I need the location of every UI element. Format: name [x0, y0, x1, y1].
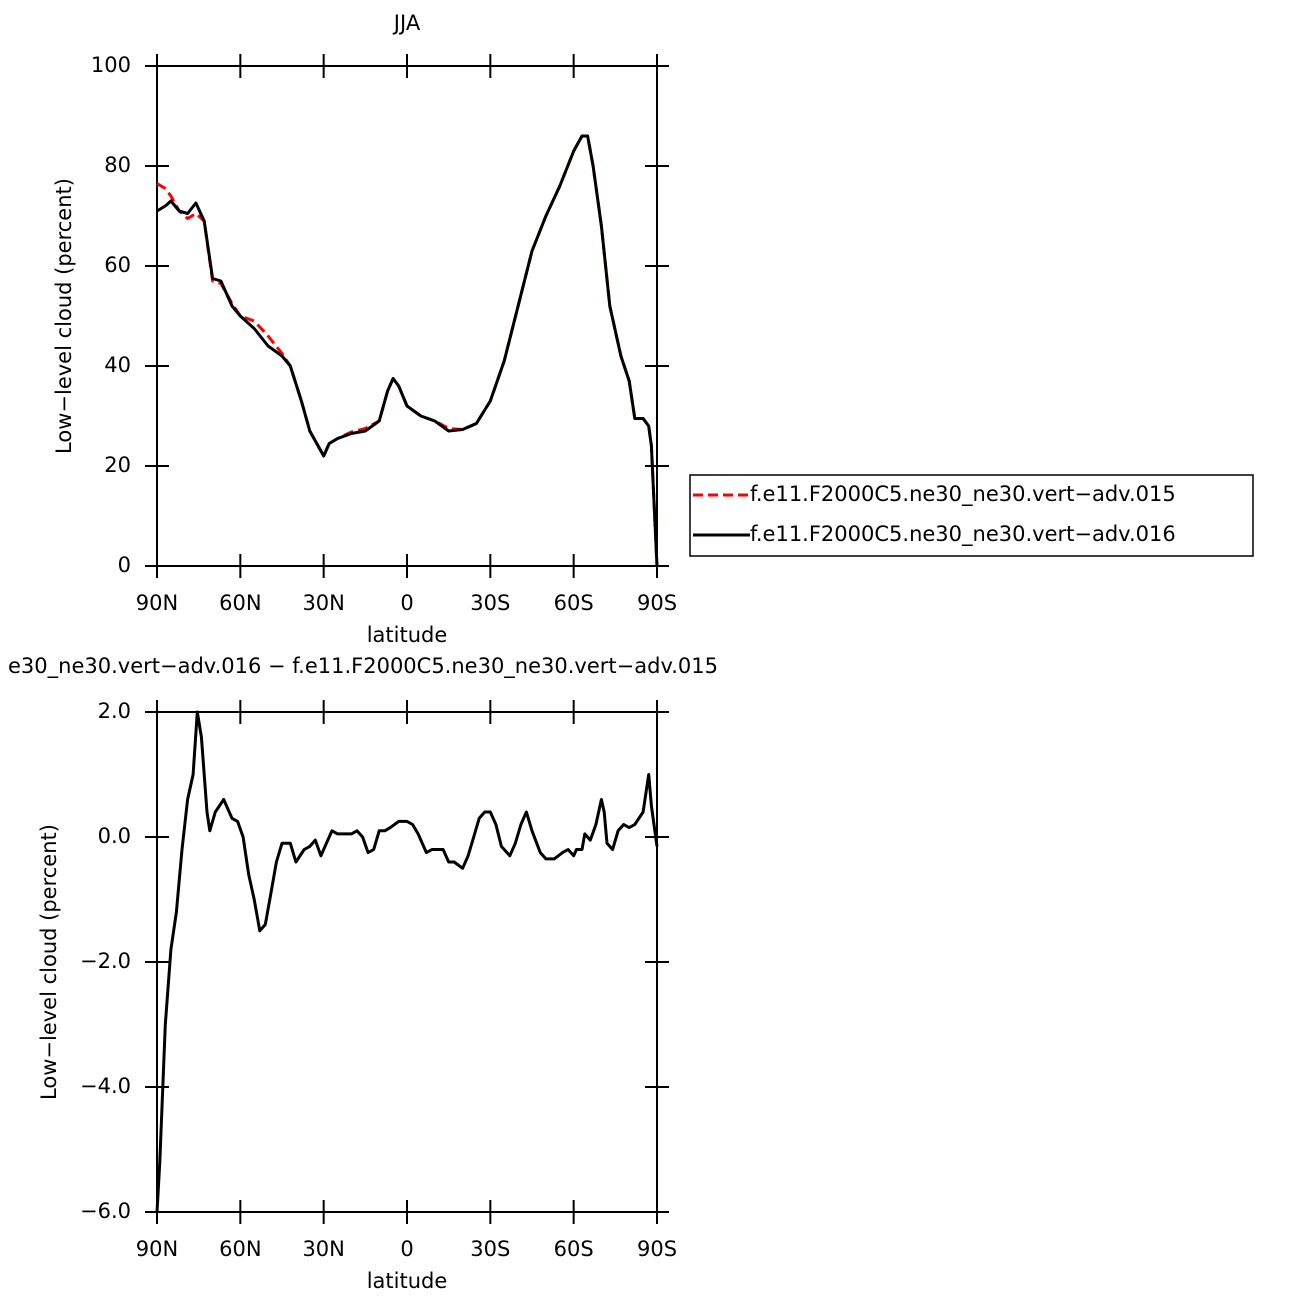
y-tick-label: 100	[91, 53, 131, 77]
x-tick-label: 90S	[637, 591, 677, 615]
y-tick-label: −4.0	[80, 1074, 131, 1098]
y-tick-label: 40	[104, 353, 131, 377]
plot-frame	[156, 65, 658, 567]
y-axis-label: Low−level cloud (percent)	[37, 824, 61, 1100]
x-tick-label: 30S	[470, 1237, 510, 1261]
legend-label: f.e11.F2000C5.ne30_ne30.vert−adv.016	[750, 522, 1176, 547]
x-tick-label: 30S	[470, 591, 510, 615]
plot-frame	[156, 711, 658, 1213]
x-tick-label: 60N	[219, 591, 261, 615]
y-tick-label: −6.0	[80, 1199, 131, 1223]
x-tick-label: 60S	[554, 1237, 594, 1261]
y-tick-label: 0.0	[98, 824, 131, 848]
y-tick-label: 0	[118, 553, 131, 577]
data-line	[156, 134, 659, 567]
data-line	[155, 710, 659, 1213]
chart-title: JJA	[392, 11, 421, 35]
x-tick-label: 0	[400, 591, 413, 615]
y-tick-label: 20	[104, 453, 131, 477]
x-tick-label: 60N	[219, 1237, 261, 1261]
x-tick-label: 60S	[554, 591, 594, 615]
legend-box	[689, 474, 1254, 557]
chart-title: e30_ne30.vert−adv.016 − f.e11.F2000C5.ne…	[8, 654, 718, 679]
x-tick-label: 90N	[136, 1237, 178, 1261]
legend-label: f.e11.F2000C5.ne30_ne30.vert−adv.015	[750, 482, 1176, 507]
data-line	[156, 134, 659, 567]
x-axis-label: latitude	[367, 1269, 448, 1293]
y-tick-label: −2.0	[80, 949, 131, 973]
x-tick-label: 30N	[302, 1237, 344, 1261]
x-tick-label: 0	[400, 1237, 413, 1261]
x-axis-label: latitude	[367, 623, 448, 647]
x-tick-label: 90N	[136, 591, 178, 615]
y-axis-label: Low−level cloud (percent)	[52, 178, 76, 454]
y-tick-label: 2.0	[98, 699, 131, 723]
x-tick-label: 30N	[302, 591, 344, 615]
x-tick-label: 90S	[637, 1237, 677, 1261]
y-tick-label: 60	[104, 253, 131, 277]
y-tick-label: 80	[104, 153, 131, 177]
